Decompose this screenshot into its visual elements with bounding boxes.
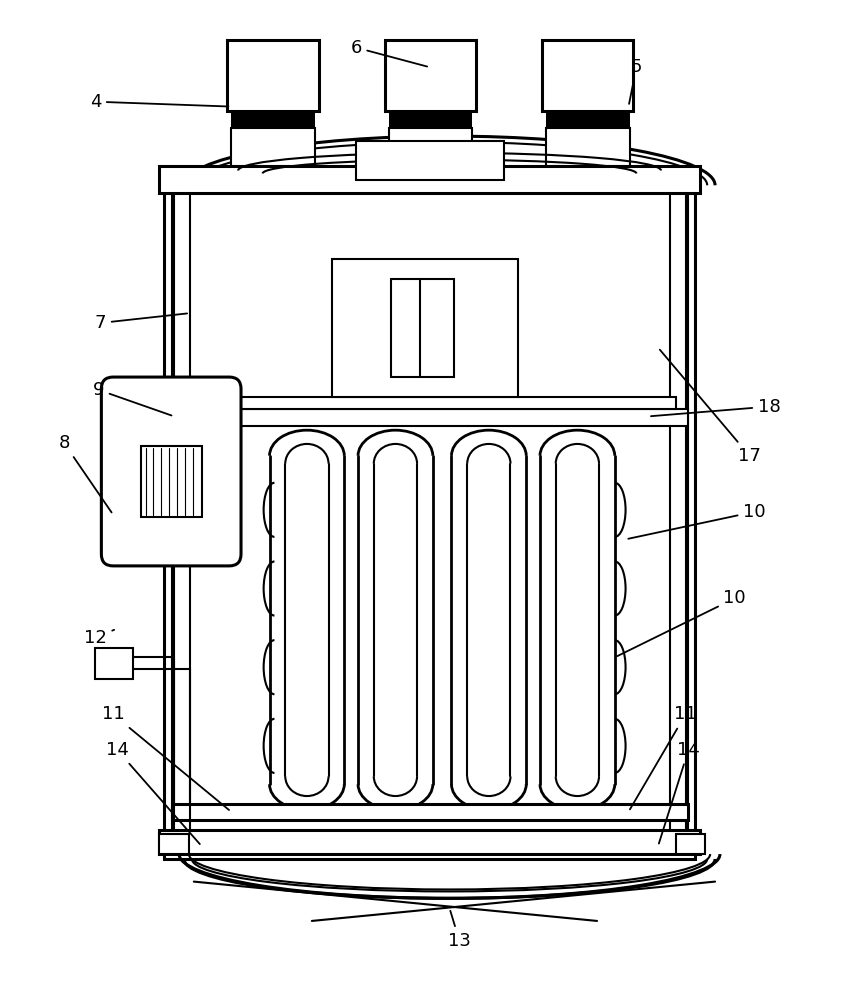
Bar [385,40,476,111]
Text: 14: 14 [658,741,700,844]
Text: 12: 12 [84,629,115,647]
Text: 7: 7 [94,313,187,332]
Bar [388,128,472,166]
Bar [391,279,455,377]
Bar [164,185,695,859]
Bar [227,40,319,111]
Text: 9: 9 [93,381,172,415]
Text: 5: 5 [629,58,642,104]
Text: 6: 6 [350,39,427,67]
Bar [546,111,630,128]
Text: 11: 11 [102,705,229,810]
Bar [356,141,504,180]
Bar [172,409,688,426]
Bar [388,111,472,128]
Text: 4: 4 [90,93,228,111]
Bar [172,193,688,851]
Text: 13: 13 [448,911,471,950]
Text: 11: 11 [630,705,697,809]
Bar [332,259,519,397]
Text: 10: 10 [628,503,765,539]
Text: 17: 17 [660,350,761,465]
Text: 14: 14 [105,741,200,844]
Bar [95,648,133,679]
Bar [232,111,315,128]
Text: 8: 8 [58,434,112,512]
Bar [676,834,706,854]
Text: 10: 10 [617,589,746,656]
Bar [159,830,701,854]
Bar [172,804,688,820]
Bar [184,397,676,409]
FancyBboxPatch shape [101,377,241,566]
Bar [546,128,630,166]
Text: 18: 18 [651,398,781,416]
Bar [159,834,189,854]
Bar [159,166,701,193]
Bar [141,446,202,517]
Bar [232,128,315,166]
Bar [542,40,633,111]
